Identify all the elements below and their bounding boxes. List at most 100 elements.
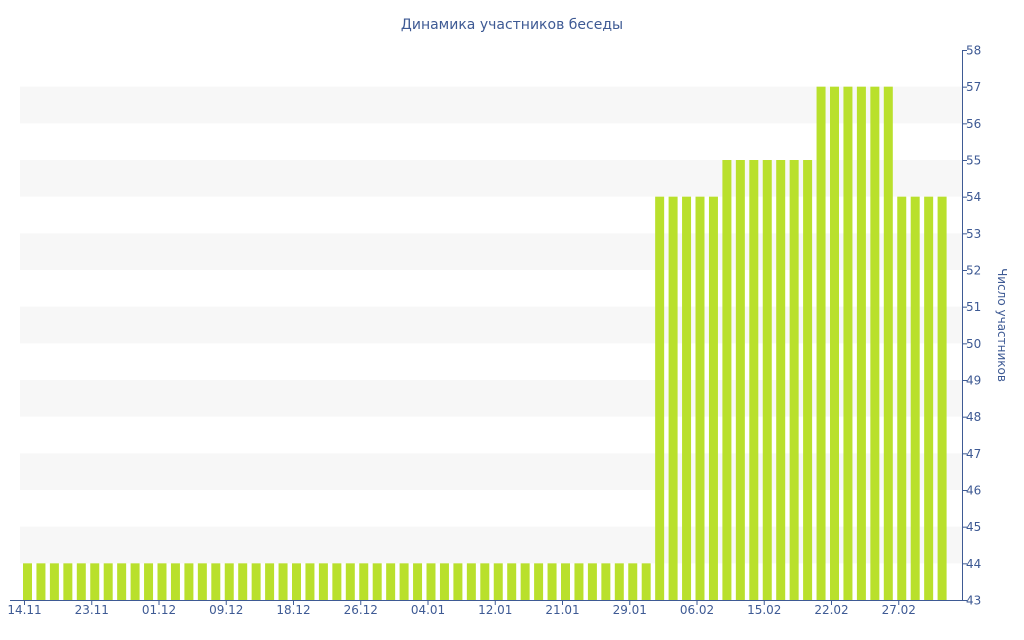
bar[interactable] [870,86,880,601]
bar[interactable] [843,86,853,601]
bar[interactable] [574,563,584,600]
bar[interactable] [547,563,557,600]
bar[interactable] [23,563,32,600]
bar[interactable] [292,563,301,600]
bar[interactable] [682,196,692,601]
bar[interactable] [170,563,180,600]
bar[interactable] [466,563,476,600]
bar[interactable] [90,563,100,600]
bar[interactable] [103,563,113,600]
bar[interactable] [49,563,59,600]
bar[interactable] [924,196,934,601]
bar[interactable] [453,563,463,600]
x-tick-label: 27.02 [882,603,916,617]
y-tick-label: 45 [966,520,981,534]
bar[interactable] [749,160,759,600]
y-tick-label: 57 [966,80,981,94]
bar[interactable] [238,563,248,600]
bar[interactable] [762,160,772,600]
x-tick-label: 01.12 [142,603,176,617]
y-tick-label: 48 [966,410,981,424]
y-tick-label: 52 [966,264,981,278]
bar[interactable] [265,563,275,600]
x-tick-label: 06.02 [680,603,714,617]
chart-title: Динамика участников беседы [401,17,623,33]
bar[interactable] [587,563,597,600]
bar[interactable] [359,563,369,600]
bar[interactable] [722,160,732,600]
bar[interactable] [534,563,544,600]
bar[interactable] [439,563,449,600]
bar[interactable] [708,196,718,601]
y-tick-label: 58 [966,44,981,58]
bar[interactable] [372,563,382,600]
bar[interactable] [803,160,813,600]
bar[interactable] [278,563,288,600]
bar[interactable] [305,563,315,600]
bar[interactable] [520,563,530,600]
bar[interactable] [897,196,907,601]
bar[interactable] [426,563,436,600]
y-tick-label: 46 [966,484,981,498]
bar[interactable] [63,563,73,600]
bar[interactable] [937,196,947,601]
bar[interactable] [910,196,920,601]
bar[interactable] [601,563,611,600]
y-axis-ticks: 43 44 45 46 47 48 49 50 51 52 53 54 55 56 57 58 [962,44,981,608]
bar[interactable] [251,563,261,600]
x-axis-ticks: 14.11 23.11 01.12 09.12 18.12 26.12 04.01 12.01… [7,600,916,617]
bar[interactable] [789,160,799,600]
x-tick-label: 29.01 [613,603,647,617]
x-tick-label: 15.02 [747,603,781,617]
x-tick-label: 26.12 [344,603,378,617]
bar[interactable] [776,160,786,600]
bar[interactable] [36,563,46,600]
bar[interactable] [493,563,503,600]
bar[interactable] [668,196,678,601]
x-tick-label: 22.02 [814,603,848,617]
bar[interactable] [614,563,624,600]
y-tick-label: 50 [966,337,981,351]
bar[interactable] [561,563,570,600]
x-tick-label: 14.11 [7,603,41,617]
bar[interactable] [76,563,86,600]
bar[interactable] [184,563,194,600]
bar[interactable] [695,196,705,601]
bar[interactable] [399,563,409,600]
bar[interactable] [413,563,423,600]
bar[interactable] [144,563,154,600]
bar[interactable] [641,563,651,600]
y-tick-label: 54 [966,190,981,204]
x-tick-label: 12.01 [478,603,512,617]
x-tick-label: 21.01 [545,603,579,617]
bar[interactable] [628,563,638,600]
y-tick-label: 55 [966,154,981,168]
bar[interactable] [507,563,517,600]
y-tick-label: 44 [966,557,981,571]
bar[interactable] [157,563,167,600]
bar[interactable] [856,86,866,601]
bar[interactable] [480,563,490,600]
bar[interactable] [130,563,140,600]
x-tick-label: 09.12 [209,603,243,617]
bar[interactable] [830,86,839,601]
bar[interactable] [655,196,665,601]
y-tick-label: 53 [966,227,981,241]
x-tick-label: 23.11 [75,603,109,617]
bar[interactable] [332,563,342,600]
bar[interactable] [211,563,221,600]
y-tick-label: 56 [966,117,981,131]
bar[interactable] [197,563,207,600]
bar[interactable] [224,563,234,600]
bar[interactable] [117,563,127,600]
x-tick-label: 04.01 [411,603,445,617]
bar[interactable] [816,86,826,601]
x-tick-label: 18.12 [276,603,310,617]
bar[interactable] [386,563,396,600]
bar[interactable] [318,563,328,600]
bar[interactable] [345,563,355,600]
bar[interactable] [735,160,745,600]
bar[interactable] [883,86,893,601]
